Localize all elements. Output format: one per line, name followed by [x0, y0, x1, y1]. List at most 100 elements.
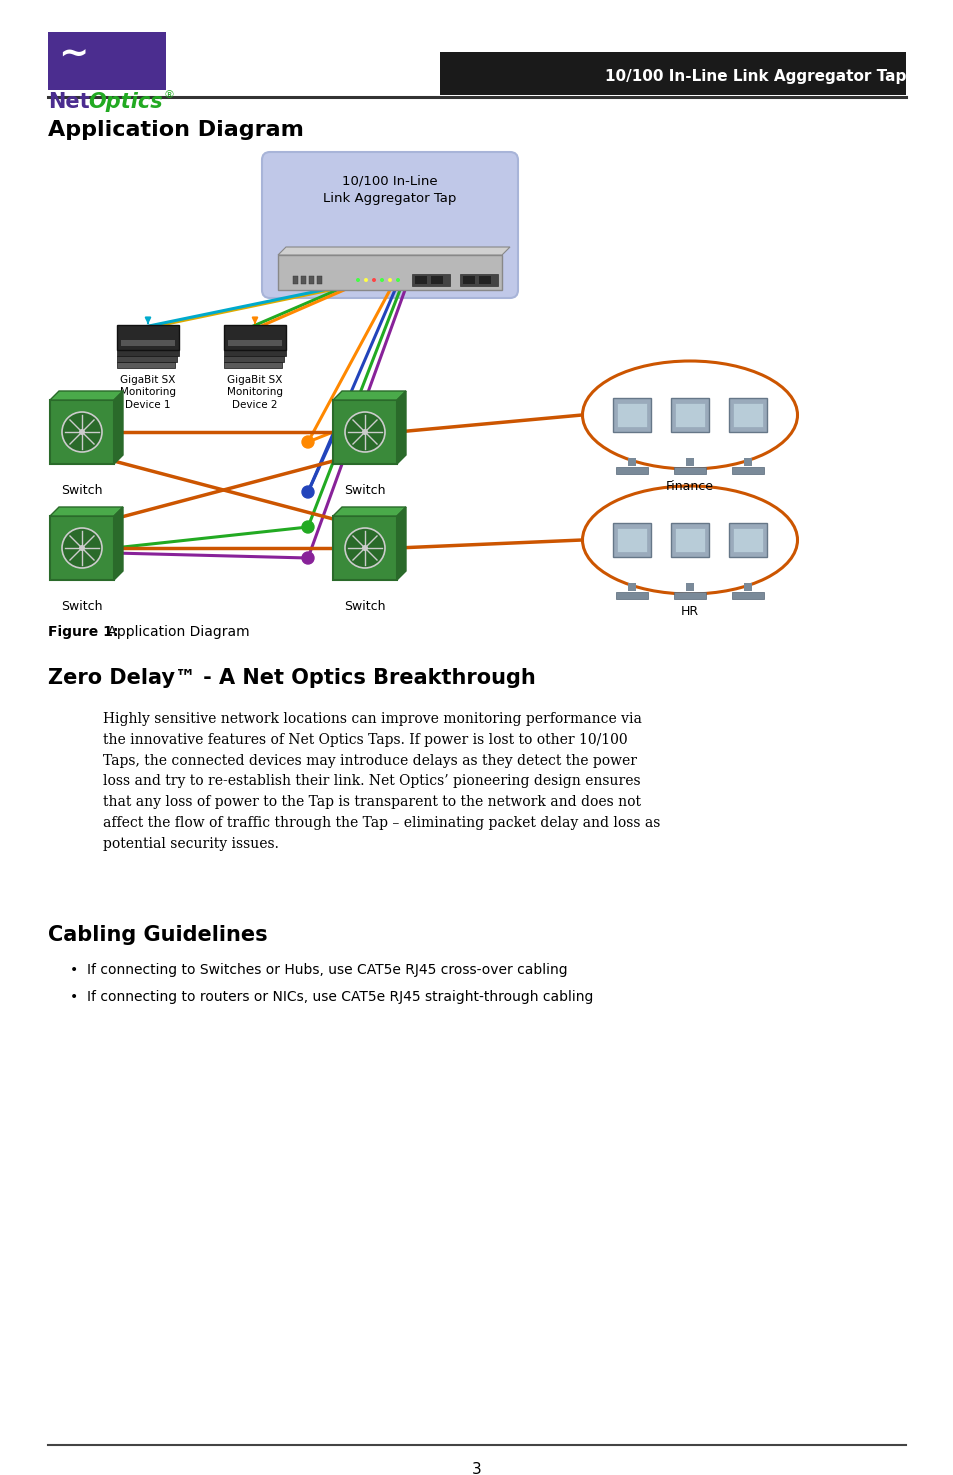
- Bar: [613, 398, 650, 432]
- Text: Switch: Switch: [61, 484, 103, 497]
- Circle shape: [379, 277, 384, 282]
- Bar: [616, 591, 647, 599]
- Polygon shape: [113, 507, 123, 580]
- Bar: [117, 350, 179, 355]
- Circle shape: [345, 412, 385, 451]
- Bar: [333, 516, 396, 580]
- Text: GigaBit SX
Monitoring
Device 1: GigaBit SX Monitoring Device 1: [120, 375, 175, 410]
- Bar: [478, 276, 491, 285]
- Bar: [627, 459, 636, 466]
- Bar: [431, 276, 442, 285]
- Bar: [309, 276, 314, 285]
- Bar: [48, 32, 166, 90]
- Text: Switch: Switch: [61, 600, 103, 614]
- Bar: [439, 52, 905, 94]
- Text: Finance: Finance: [665, 479, 713, 493]
- Circle shape: [62, 528, 102, 568]
- Text: Highly sensitive network locations can improve monitoring performance via
the in: Highly sensitive network locations can i…: [103, 712, 659, 851]
- Bar: [675, 528, 704, 552]
- Circle shape: [395, 277, 399, 282]
- Bar: [50, 516, 113, 580]
- FancyBboxPatch shape: [262, 152, 517, 298]
- Text: Zero Delay™ - A Net Optics Breakthrough: Zero Delay™ - A Net Optics Breakthrough: [48, 668, 536, 687]
- Circle shape: [302, 485, 314, 499]
- Bar: [673, 591, 705, 599]
- Text: Switch: Switch: [344, 484, 385, 497]
- Bar: [627, 583, 636, 591]
- Text: HR: HR: [680, 605, 699, 618]
- Bar: [613, 524, 650, 558]
- Text: Net: Net: [48, 91, 90, 112]
- Circle shape: [302, 521, 314, 532]
- Circle shape: [302, 437, 314, 448]
- Bar: [743, 459, 751, 466]
- Circle shape: [79, 429, 85, 435]
- Bar: [117, 361, 174, 367]
- Bar: [316, 276, 322, 285]
- Text: Application Diagram: Application Diagram: [103, 625, 250, 639]
- Bar: [617, 528, 646, 552]
- Bar: [224, 350, 286, 355]
- Bar: [685, 459, 693, 466]
- Bar: [277, 255, 501, 291]
- Circle shape: [345, 528, 385, 568]
- Bar: [412, 274, 450, 286]
- Bar: [224, 324, 286, 350]
- Circle shape: [62, 412, 102, 451]
- Bar: [293, 276, 297, 285]
- Text: Application Diagram: Application Diagram: [48, 119, 304, 140]
- Bar: [50, 400, 113, 465]
- Text: Switch: Switch: [344, 600, 385, 614]
- Polygon shape: [333, 507, 406, 516]
- Bar: [459, 274, 497, 286]
- Circle shape: [302, 552, 314, 563]
- Circle shape: [79, 544, 85, 552]
- Polygon shape: [113, 391, 123, 465]
- Circle shape: [355, 277, 359, 282]
- Polygon shape: [396, 391, 406, 465]
- Text: 10/100 In-Line Link Aggregator Tap: 10/100 In-Line Link Aggregator Tap: [604, 69, 905, 84]
- Bar: [732, 403, 762, 426]
- Bar: [732, 528, 762, 552]
- Bar: [670, 524, 708, 558]
- Text: Optics: Optics: [88, 91, 162, 112]
- Bar: [728, 398, 766, 432]
- Polygon shape: [50, 507, 123, 516]
- Bar: [301, 276, 306, 285]
- Bar: [670, 398, 708, 432]
- Bar: [673, 468, 705, 473]
- Bar: [616, 468, 647, 473]
- Bar: [228, 341, 282, 347]
- Polygon shape: [277, 246, 510, 255]
- Bar: [675, 403, 704, 426]
- Text: •  If connecting to routers or NICs, use CAT5e RJ45 straight-through cabling: • If connecting to routers or NICs, use …: [70, 990, 593, 1004]
- Bar: [617, 403, 646, 426]
- Polygon shape: [333, 391, 406, 400]
- Bar: [117, 324, 179, 350]
- Bar: [731, 468, 763, 473]
- Bar: [117, 355, 177, 361]
- Bar: [121, 341, 174, 347]
- Text: ∼: ∼: [58, 38, 89, 72]
- Bar: [415, 276, 427, 285]
- Bar: [728, 524, 766, 558]
- Text: Cabling Guidelines: Cabling Guidelines: [48, 925, 268, 945]
- Bar: [224, 361, 282, 367]
- Text: ®: ®: [164, 90, 174, 100]
- Bar: [224, 355, 284, 361]
- Circle shape: [364, 277, 368, 282]
- Bar: [462, 276, 475, 285]
- Text: 3: 3: [472, 1462, 481, 1475]
- Text: GigaBit SX
Monitoring
Device 2: GigaBit SX Monitoring Device 2: [227, 375, 283, 410]
- Bar: [731, 591, 763, 599]
- Bar: [685, 583, 693, 591]
- Polygon shape: [396, 507, 406, 580]
- Circle shape: [372, 277, 375, 282]
- Text: 10/100 In-Line
Link Aggregator Tap: 10/100 In-Line Link Aggregator Tap: [323, 176, 456, 205]
- Polygon shape: [50, 391, 123, 400]
- Text: Figure 1:: Figure 1:: [48, 625, 118, 639]
- Bar: [743, 583, 751, 591]
- Circle shape: [361, 429, 368, 435]
- Circle shape: [388, 277, 392, 282]
- Circle shape: [361, 544, 368, 552]
